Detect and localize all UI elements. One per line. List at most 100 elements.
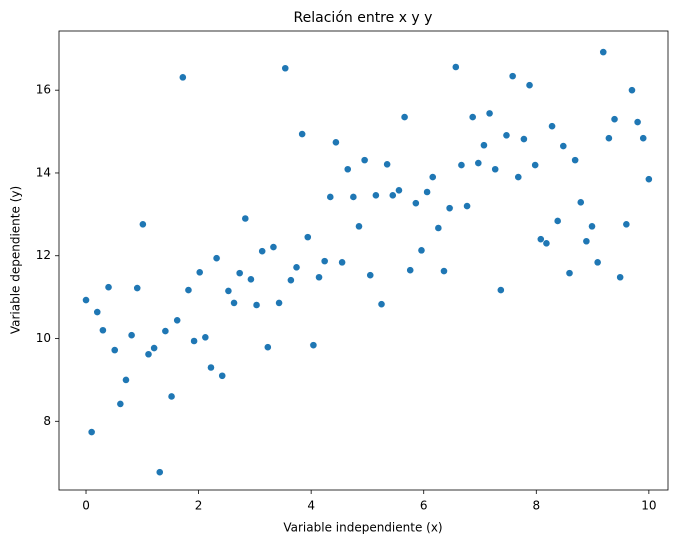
point [520, 135, 528, 143]
point [110, 346, 119, 355]
point [463, 202, 471, 210]
point [292, 263, 301, 272]
point [195, 268, 204, 277]
point [173, 316, 182, 325]
point [588, 222, 596, 231]
point [93, 308, 102, 316]
point [212, 254, 221, 263]
point [303, 233, 312, 242]
point [559, 142, 568, 150]
point [395, 186, 403, 195]
y-tick-label: 10 [36, 331, 51, 345]
point [480, 141, 488, 150]
point [138, 220, 147, 229]
point [230, 299, 238, 307]
point [144, 350, 153, 359]
point [190, 337, 198, 345]
point [167, 392, 176, 401]
y-axis-label: Variable dependiente (y) [9, 186, 23, 334]
point [184, 286, 193, 294]
point [116, 400, 125, 408]
point [474, 159, 483, 167]
point [388, 191, 397, 200]
point [235, 269, 244, 278]
point [565, 269, 574, 278]
y-tick-label: 8 [43, 414, 51, 428]
point [502, 131, 511, 140]
point [218, 371, 227, 380]
point [628, 86, 636, 95]
point [605, 134, 613, 143]
point [616, 273, 625, 282]
point [496, 286, 505, 294]
x-tick-label: 6 [420, 499, 428, 513]
point [411, 199, 420, 208]
point [178, 73, 187, 82]
point [320, 257, 329, 266]
point [383, 160, 392, 169]
point [332, 138, 340, 147]
point [485, 109, 494, 118]
point [553, 217, 562, 225]
point [122, 376, 130, 384]
point [315, 273, 323, 282]
y-tick-label: 14 [36, 165, 51, 179]
x-axis-label: Variable independiente (x) [283, 521, 442, 535]
point [491, 165, 500, 174]
point [298, 130, 307, 138]
point [247, 275, 255, 284]
point [224, 287, 233, 295]
point [281, 64, 290, 73]
point [428, 173, 437, 182]
x-tick-label: 10 [641, 499, 656, 513]
y-tick-label: 16 [36, 83, 51, 97]
point [241, 214, 250, 223]
point [417, 246, 426, 255]
point [468, 113, 477, 121]
point [252, 301, 261, 309]
x-tick-label: 2 [195, 499, 203, 513]
point [263, 343, 272, 352]
plot-frame [58, 30, 669, 491]
point [445, 204, 454, 213]
point [644, 175, 653, 184]
point [622, 220, 631, 229]
point [104, 283, 113, 292]
point [366, 271, 375, 280]
point [514, 173, 523, 182]
point [610, 115, 619, 124]
point [269, 243, 278, 251]
point [377, 300, 386, 309]
point [201, 333, 210, 342]
point [275, 299, 283, 307]
point [434, 224, 443, 232]
point [161, 327, 170, 335]
point [286, 276, 295, 285]
point [82, 296, 90, 304]
point [309, 341, 318, 350]
point [133, 284, 142, 292]
chart-title: Relación entre x y y [294, 10, 433, 26]
point [440, 267, 448, 275]
point [542, 239, 551, 248]
point [326, 193, 335, 201]
point [525, 81, 534, 90]
point [508, 72, 517, 81]
point [423, 188, 432, 196]
point [127, 331, 136, 340]
x-tick-label: 8 [532, 499, 540, 513]
point [338, 258, 347, 267]
point [355, 222, 363, 231]
point [371, 191, 380, 200]
point [548, 122, 556, 131]
point [406, 266, 415, 275]
point [343, 165, 352, 174]
point [599, 48, 608, 57]
y-tick-label: 12 [36, 248, 51, 262]
point [571, 156, 580, 165]
point [400, 113, 409, 121]
point [207, 363, 215, 372]
point [536, 235, 545, 244]
point [150, 344, 159, 352]
